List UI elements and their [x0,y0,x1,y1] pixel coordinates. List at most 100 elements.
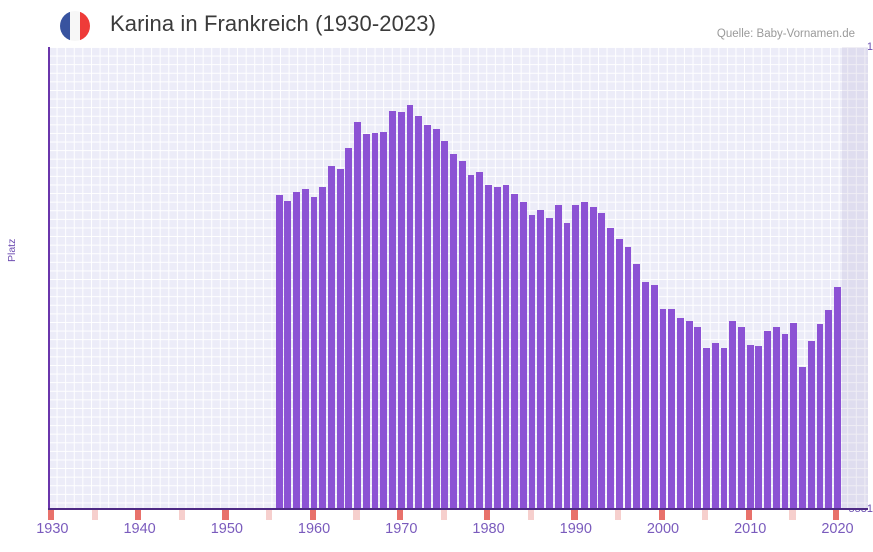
bar [746,344,754,509]
bar [301,189,309,509]
x-tick-major [833,510,840,520]
bar [511,194,519,509]
x-tick-major [309,510,316,520]
x-tick-minor [702,510,709,520]
bar [371,133,379,509]
x-tick-minor [527,510,534,520]
bar [519,202,527,509]
x-axis-ticks [48,510,868,520]
bar [668,308,676,509]
no-data-overlay [841,47,868,509]
x-tick-major [222,510,229,520]
bar [711,342,719,509]
bar [755,345,763,509]
france-flag-icon [60,11,90,41]
x-axis-label-2020: 2020 [821,521,854,537]
bar [607,228,614,509]
bar [650,284,658,509]
bar [685,320,693,509]
x-tick-minor [440,510,447,520]
bar [406,104,414,509]
x-tick-major [484,510,491,520]
bar [345,148,353,509]
bar [362,134,370,509]
bar [738,326,745,509]
bar [720,347,728,509]
y-axis-line [48,47,50,510]
x-tick-major [745,510,753,520]
bar [790,322,798,509]
bar [703,347,710,509]
bar [328,166,335,509]
plot-area [48,47,868,509]
bar [825,309,833,509]
bar [633,263,641,509]
x-tick-minor [91,510,98,520]
bar [581,202,588,509]
bar [458,161,466,509]
bar [432,128,440,509]
bar [772,326,780,509]
bar [729,320,737,509]
flag-stripe-blue [60,11,70,41]
bar [807,340,815,509]
x-axis-label-2000: 2000 [646,521,680,537]
flag-stripe-red [79,11,90,41]
bar [589,207,597,509]
bar [397,111,405,509]
source-attribution: Quelle: Baby-Vornamen.de [716,28,855,40]
bar [694,326,702,509]
flag-stripe-white [69,11,80,41]
x-tick-major [48,510,55,520]
bar [467,175,475,509]
x-tick-major [396,510,404,520]
bar [476,172,484,509]
bar [389,110,396,509]
bar [546,218,553,509]
bar [284,201,292,509]
x-axis-label-1970: 1970 [385,521,418,537]
bar [415,115,423,509]
y-axis-title: Platz [6,238,18,262]
x-tick-minor [353,510,360,520]
bar [450,154,457,509]
bar [572,205,580,509]
bar [615,239,623,509]
bar [293,192,300,509]
bar [816,323,824,509]
bar [354,121,362,509]
x-tick-minor [789,510,796,520]
x-axis-tick-labels: 1930 1940 1950 1960 1970 1980 1990 2000 2010 2020 [0,521,873,545]
bar [424,124,431,509]
bar [380,132,388,509]
bar [493,186,501,509]
bar [642,281,649,509]
bar [441,141,449,509]
bar [781,334,789,509]
bar [319,187,327,509]
bar [336,169,344,509]
x-tick-minor [266,510,273,520]
bar [624,247,632,509]
bar [834,286,841,509]
bar [563,223,571,509]
bar [537,210,545,509]
x-tick-minor [615,510,622,520]
bar [502,185,510,509]
bar [554,205,562,509]
bar [485,185,492,509]
bar [310,197,318,509]
x-tick-major [135,510,142,520]
bar-series [48,47,868,509]
x-tick-major [571,510,578,520]
bar [799,367,806,509]
x-axis-label-1990: 1990 [559,521,592,537]
x-axis-label-1950: 1950 [210,521,243,537]
x-axis-label-2010: 2010 [734,521,767,537]
x-axis-label-1940: 1940 [123,521,156,537]
chart-title: Karina in Frankreich (1930-2023) [110,11,437,36]
bar [764,330,772,509]
bar [598,213,606,509]
bar [659,308,667,509]
